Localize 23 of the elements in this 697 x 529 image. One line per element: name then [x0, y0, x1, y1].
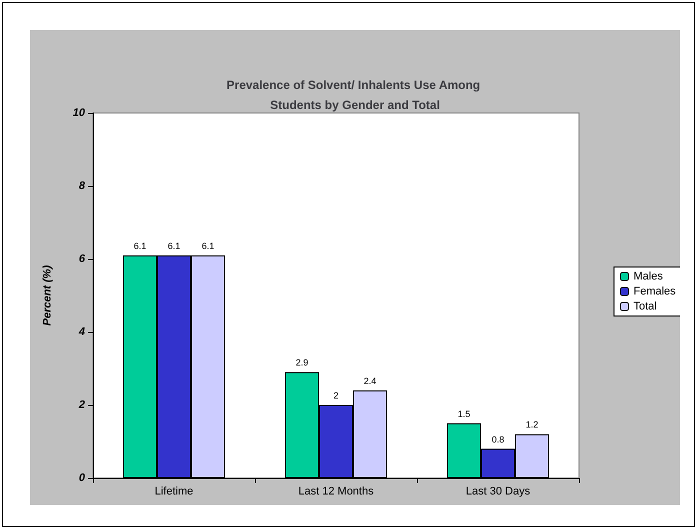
- data-label: 6.1: [202, 240, 214, 251]
- data-label: 2.9: [296, 358, 308, 368]
- chart-title: Prevalence of Solvent/ Inhalents Use Among Students by Gender and Total: [226, 78, 484, 112]
- data-label: 6.1: [168, 240, 180, 251]
- y-tick-label: 2: [78, 399, 85, 411]
- data-label: 0.8: [492, 434, 504, 444]
- x-tick-label: Lifetime: [154, 486, 194, 498]
- data-label: 6.1: [134, 240, 146, 251]
- legend-label: Males: [634, 270, 664, 282]
- y-tick-label: 6: [78, 253, 86, 265]
- y-tick-label: 10: [72, 107, 86, 119]
- data-label: 1.2: [526, 420, 538, 430]
- y-tick-label: 8: [78, 180, 86, 192]
- x-tick-label: Last 30 Days: [466, 486, 531, 498]
- x-tick-label: Last 12 Months: [298, 486, 374, 498]
- data-label: 2: [333, 390, 339, 400]
- legend-label: Total: [634, 300, 657, 312]
- data-label: 2.4: [364, 376, 376, 386]
- y-axis-title: Percent (%): [42, 264, 54, 326]
- y-tick-label: 4: [78, 326, 85, 338]
- data-label: 1.5: [458, 408, 470, 419]
- legend-label: Females: [634, 286, 676, 298]
- y-tick-label: 0: [78, 472, 86, 484]
